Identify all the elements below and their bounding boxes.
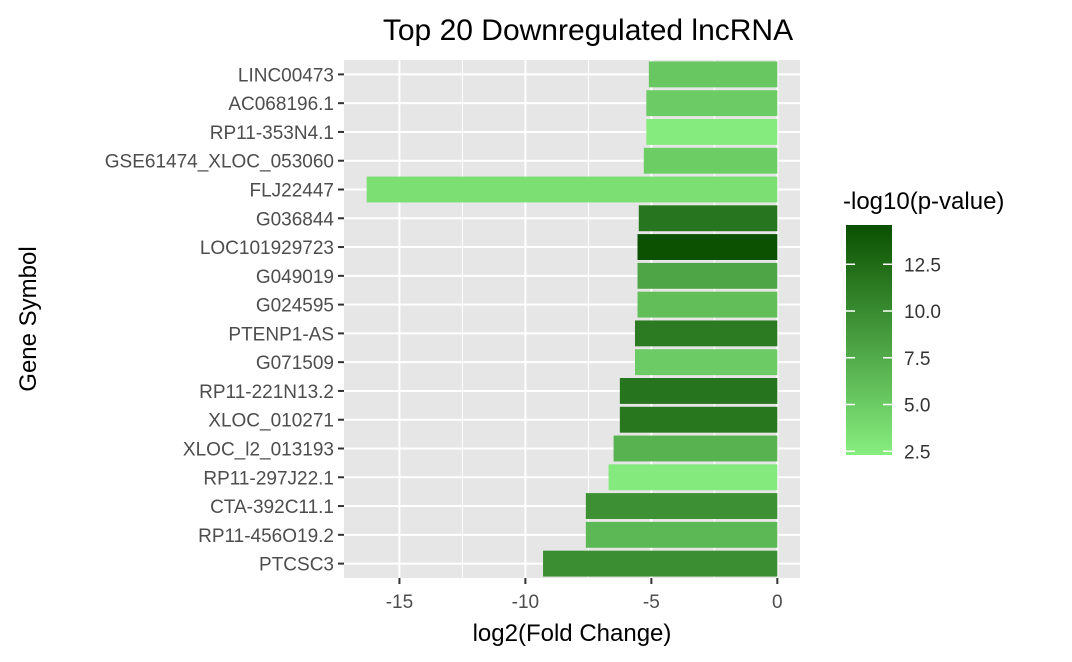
y-tick-label: XLOC_010271 (208, 411, 334, 432)
legend-tick-label: 7.5 (904, 349, 930, 370)
bar (613, 435, 778, 462)
bar (585, 521, 778, 548)
bars (366, 61, 778, 577)
bar (637, 262, 778, 289)
legend-title: -log10(p-value) (843, 188, 1004, 215)
y-axis-title: Gene Symbol (15, 246, 42, 391)
legend-ticks: 2.5 5.0 7.5 10.0 12.5 (846, 255, 941, 463)
legend-tick-label: 2.5 (904, 442, 930, 463)
plot-panel (344, 60, 800, 578)
bar (608, 464, 778, 491)
x-tick-label: -5 (643, 592, 660, 613)
bar (634, 349, 778, 376)
y-tick-label: AC068196.1 (228, 94, 334, 115)
legend: -log10(p-value) 2.5 5.0 7.5 10.0 12.5 (843, 188, 1004, 463)
legend-tick-label: 10.0 (904, 302, 941, 323)
legend-colorbar (846, 225, 892, 455)
x-axis: -15 -10 -5 0 (386, 578, 783, 613)
bar (634, 320, 778, 347)
bar (646, 118, 778, 145)
y-tick-label: CTA-392C11.1 (210, 497, 334, 518)
y-tick-label: GSE61474_XLOC_053060 (105, 152, 334, 173)
y-axis: LINC00473 AC068196.1 RP11-353N4.1 GSE61474_… (105, 65, 344, 576)
y-tick-label: PTCSC3 (259, 555, 334, 576)
y-tick-label: RP11-221N13.2 (199, 382, 334, 403)
y-tick-label: G036844 (256, 209, 335, 230)
bar (637, 291, 778, 318)
bar (638, 205, 778, 232)
y-tick-label: LOC101929723 (200, 238, 334, 259)
bar (619, 406, 778, 433)
legend-tick-label: 5.0 (904, 396, 930, 417)
y-tick-label: XLOC_l2_013193 (183, 440, 334, 461)
bar (648, 61, 778, 88)
bar (637, 234, 778, 261)
bar (585, 493, 778, 520)
x-tick-label: -10 (512, 592, 539, 613)
y-tick-label: PTENP1-AS (228, 324, 334, 345)
bar (643, 147, 778, 174)
y-tick-label: RP11-353N4.1 (210, 123, 334, 144)
bar (366, 176, 778, 203)
y-tick-label: G071509 (256, 353, 334, 374)
bar (619, 377, 778, 404)
y-tick-label: G049019 (256, 267, 334, 288)
bar (646, 90, 778, 117)
y-tick-label: FLJ22447 (249, 181, 334, 202)
y-tick-label: G024595 (256, 296, 334, 317)
chart-title: Top 20 Downregulated lncRNA (383, 14, 793, 47)
y-tick-label: RP11-297J22.1 (203, 468, 334, 489)
x-tick-label: 0 (772, 592, 783, 613)
y-tick-label: LINC00473 (238, 65, 334, 86)
legend-tick-label: 12.5 (904, 255, 941, 276)
bar (543, 550, 778, 577)
y-tick-label: RP11-456O19.2 (198, 526, 334, 547)
x-tick-label: -15 (386, 592, 413, 613)
x-axis-title: log2(Fold Change) (473, 620, 672, 647)
